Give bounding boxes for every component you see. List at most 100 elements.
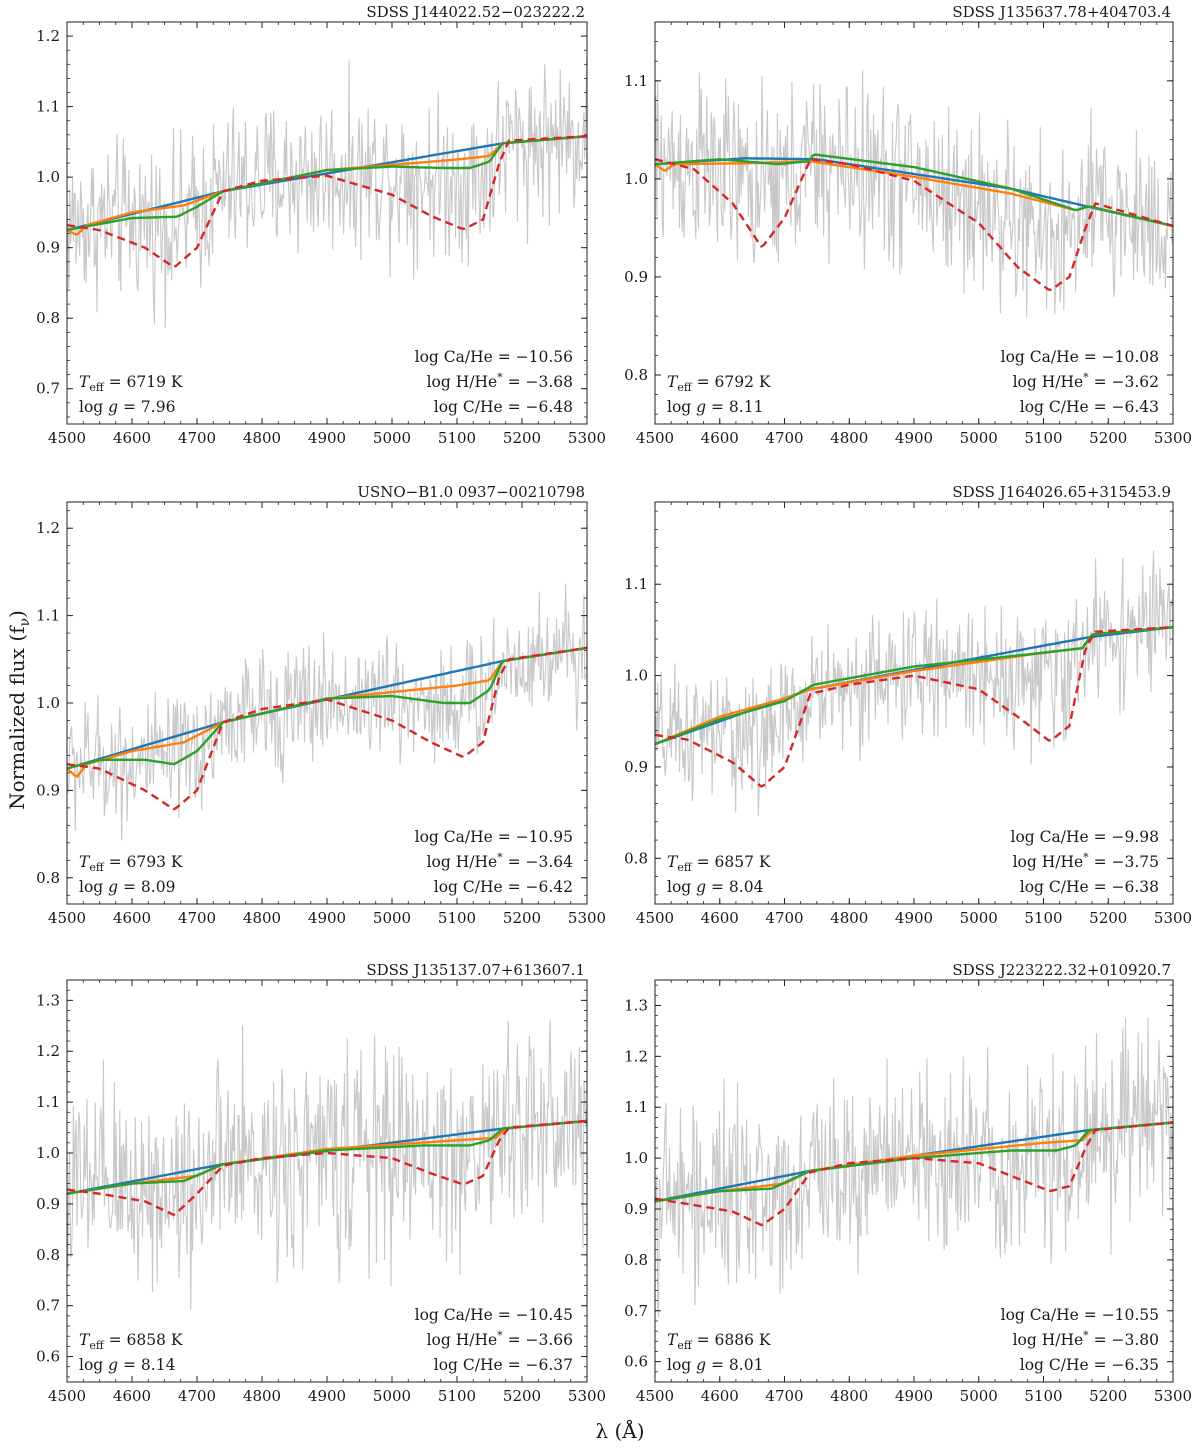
ca-he-label: log Ca/He = −9.98 [1011, 828, 1160, 846]
y-tick-label: 1.1 [36, 98, 60, 116]
x-tick-label: 5100 [1024, 1387, 1062, 1405]
panel-3: USNO−B1.0 0937−00210798 4500 4600 4700 4800 4… [36, 483, 606, 927]
x-tick-label: 4800 [243, 909, 281, 927]
y-tick-label: 1.2 [36, 27, 60, 45]
x-tick-label: 4500 [48, 1387, 86, 1405]
x-tick-label: 4800 [830, 429, 868, 447]
ca-he-label: log Ca/He = −10.56 [415, 348, 573, 366]
teff-label: Teff = 6886 K [667, 1331, 771, 1352]
series-green [655, 153, 1173, 228]
x-tick-label: 4700 [765, 429, 803, 447]
y-tick-label: 1.2 [36, 1042, 60, 1060]
y-tick-label: 0.8 [624, 366, 648, 384]
series-red-dashed [655, 1121, 1173, 1227]
panel-4: SDSS J164026.65+315453.9 4500 4600 4700 4800… [624, 483, 1192, 927]
series-red-dashed [655, 626, 1173, 788]
c-he-label: log C/He = −6.48 [434, 398, 573, 416]
c-he-label: log C/He = −6.37 [434, 1356, 573, 1374]
x-tick-label: 4700 [178, 909, 216, 927]
y-tick-label: 1.1 [624, 575, 648, 593]
logg-label: log g = 8.01 [667, 1356, 763, 1374]
x-tick-label: 5200 [1089, 429, 1127, 447]
y-tick-label: 1.0 [624, 667, 648, 685]
x-tick-label: 4900 [308, 909, 346, 927]
x-tick-label: 4600 [113, 909, 151, 927]
panel-title: SDSS J135137.07+613607.1 [366, 961, 585, 979]
x-tick-label: 4900 [895, 1387, 933, 1405]
logg-label: log g = 8.11 [667, 398, 763, 416]
y-tick-label: 1.3 [36, 991, 60, 1009]
x-tick-label: 5000 [373, 1387, 411, 1405]
logg-label: log g = 8.09 [79, 878, 175, 896]
x-tick-label: 4700 [765, 909, 803, 927]
y-tick-label: 0.7 [36, 1297, 60, 1315]
teff-label: Teff = 6792 K [667, 373, 771, 394]
y-tick-label: 1.1 [36, 1093, 60, 1111]
x-tick-label: 5000 [960, 1387, 998, 1405]
series-orange [67, 1119, 587, 1195]
y-tick-label: 1.0 [624, 170, 648, 188]
x-tick-label: 4700 [178, 429, 216, 447]
y-tick-label: 1.1 [624, 72, 648, 90]
x-tick-label: 4800 [243, 429, 281, 447]
x-tick-label: 4800 [830, 909, 868, 927]
x-tick-label: 4600 [113, 1387, 151, 1405]
c-he-label: log C/He = −6.35 [1020, 1356, 1159, 1374]
y-tick-label: 1.2 [36, 519, 60, 537]
x-axis-label: λ (Å) [595, 1418, 644, 1443]
panel-title: SDSS J135637.78+404703.4 [952, 3, 1171, 21]
x-tick-label: 4500 [636, 909, 674, 927]
x-tick-label: 5100 [1024, 909, 1062, 927]
c-he-label: log C/He = −6.43 [1020, 398, 1159, 416]
x-tick-label: 5200 [1089, 909, 1127, 927]
x-tick-label: 4700 [178, 1387, 216, 1405]
x-tick-label: 5300 [1154, 429, 1192, 447]
y-tick-label: 0.8 [624, 849, 648, 867]
y-tick-label: 0.9 [624, 758, 648, 776]
x-tick-label: 4600 [701, 429, 739, 447]
x-tick-label: 4900 [895, 429, 933, 447]
h-he-label: log H/He* = −3.66 [427, 1329, 573, 1349]
panels: SDSS J144022.52−023222.2 4500 4600 4700 4800… [36, 3, 1192, 1405]
series-observed [67, 59, 587, 328]
series-red-dashed [655, 158, 1173, 291]
h-he-label: log H/He* = −3.68 [427, 371, 573, 391]
series-green [67, 135, 587, 232]
y-tick-label: 0.8 [36, 1246, 60, 1264]
x-tick-label: 4900 [308, 1387, 346, 1405]
x-tick-label: 5000 [373, 429, 411, 447]
ca-he-label: log Ca/He = −10.08 [1001, 348, 1159, 366]
teff-label: Teff = 6858 K [79, 1331, 183, 1352]
logg-label: log g = 8.14 [79, 1356, 176, 1374]
panel-title: USNO−B1.0 0937−00210798 [357, 483, 585, 501]
y-tick-label: 0.9 [36, 781, 60, 799]
panel-5: SDSS J135137.07+613607.1 4500 4600 4700 4800… [36, 961, 606, 1405]
logg-label: log g = 7.96 [79, 398, 175, 416]
ca-he-label: log Ca/He = −10.55 [1001, 1306, 1159, 1324]
x-tick-label: 4900 [895, 909, 933, 927]
teff-label: Teff = 6857 K [667, 853, 771, 874]
c-he-label: log C/He = −6.42 [434, 878, 573, 896]
x-tick-label: 4600 [701, 1387, 739, 1405]
y-tick-label: 1.1 [624, 1098, 648, 1116]
y-tick-label: 0.9 [36, 239, 60, 257]
y-tick-label: 0.8 [36, 309, 60, 327]
panel-title: SDSS J164026.65+315453.9 [952, 483, 1171, 501]
y-tick-label: 0.6 [624, 1353, 648, 1371]
x-tick-label: 5300 [568, 909, 606, 927]
x-tick-label: 5000 [960, 429, 998, 447]
y-tick-label: 1.0 [36, 694, 60, 712]
x-tick-label: 5300 [1154, 1387, 1192, 1405]
x-tick-label: 5300 [568, 1387, 606, 1405]
x-tick-label: 4500 [48, 909, 86, 927]
panel-1: SDSS J144022.52−023222.2 4500 4600 4700 4800… [36, 3, 606, 447]
logg-label: log g = 8.04 [667, 878, 764, 896]
h-he-label: log H/He* = −3.75 [1013, 851, 1159, 871]
panel-title: SDSS J223222.32+010920.7 [952, 961, 1171, 979]
x-tick-label: 5100 [438, 909, 476, 927]
series-red-dashed [67, 646, 587, 811]
series-observed [655, 550, 1173, 817]
x-tick-label: 4800 [243, 1387, 281, 1405]
c-he-label: log C/He = −6.38 [1020, 878, 1159, 896]
y-tick-label: 0.9 [36, 1195, 60, 1213]
